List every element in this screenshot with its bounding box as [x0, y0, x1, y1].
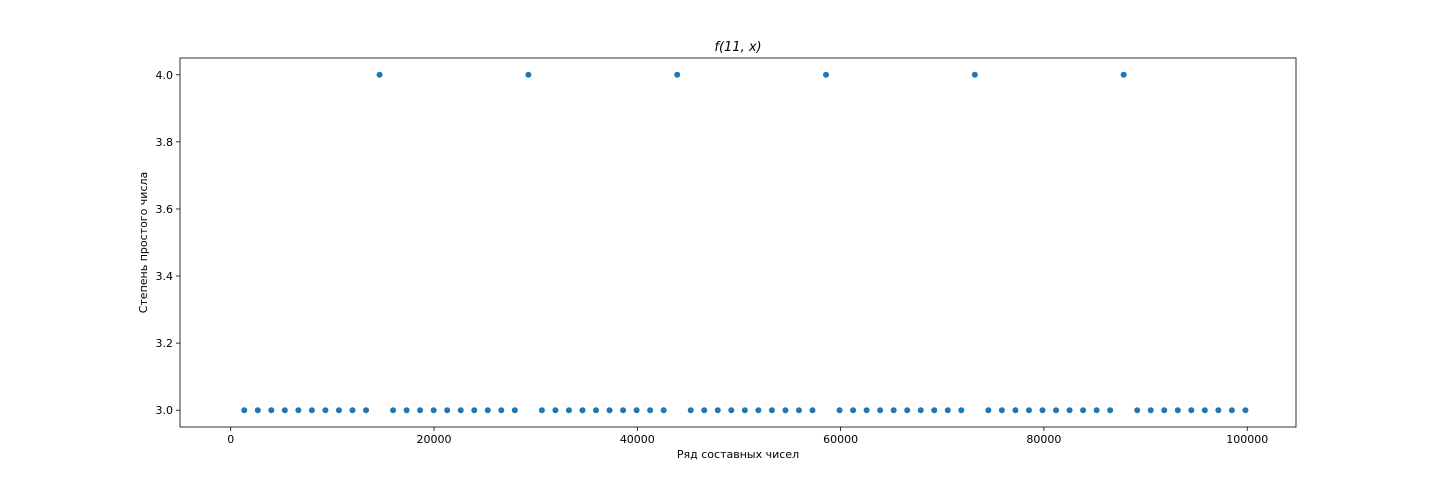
data-point	[403, 407, 410, 414]
data-point	[565, 407, 572, 414]
data-point	[795, 407, 802, 414]
data-point	[809, 407, 816, 414]
data-point	[444, 407, 451, 414]
data-point	[647, 407, 654, 414]
data-point	[1107, 407, 1114, 414]
data-point	[1215, 407, 1222, 414]
data-point	[498, 407, 505, 414]
data-point	[390, 407, 397, 414]
data-point	[281, 407, 288, 414]
axis-ticks: 0 20000 40000 60000 80000 100000 3.0 3.2 3.4 3.6 3…	[156, 69, 1269, 446]
x-tick-label: 0	[227, 433, 234, 446]
data-point	[701, 407, 708, 414]
data-point	[525, 71, 532, 78]
data-point	[877, 407, 884, 414]
data-point	[1039, 407, 1046, 414]
data-point	[1147, 407, 1154, 414]
data-point	[931, 407, 938, 414]
data-point	[268, 407, 275, 414]
data-point	[998, 407, 1005, 414]
data-point	[1066, 407, 1073, 414]
data-point	[755, 407, 762, 414]
x-axis-label: Ряд составных чисел	[677, 448, 799, 461]
data-point	[1174, 407, 1181, 414]
data-point	[836, 407, 843, 414]
data-point	[457, 407, 464, 414]
data-point	[430, 407, 437, 414]
data-point	[620, 407, 627, 414]
data-point	[349, 407, 356, 414]
data-point	[1120, 71, 1127, 78]
data-point	[944, 407, 951, 414]
data-point	[335, 407, 342, 414]
x-tick-label: 20000	[417, 433, 452, 446]
y-tick-label: 3.0	[156, 404, 174, 417]
data-point	[579, 407, 586, 414]
data-point	[904, 407, 911, 414]
data-point	[484, 407, 491, 414]
data-point	[714, 407, 721, 414]
y-axis-label: Степень простого числа	[137, 172, 150, 314]
data-point	[1134, 407, 1141, 414]
plot-frame	[179, 57, 1297, 428]
data-point	[322, 407, 329, 414]
data-point	[917, 407, 924, 414]
data-point	[1201, 407, 1208, 414]
data-point	[1161, 407, 1168, 414]
data-point	[985, 407, 992, 414]
data-point	[606, 407, 613, 414]
data-point	[958, 407, 965, 414]
data-point	[363, 407, 370, 414]
data-point	[1025, 407, 1032, 414]
data-point	[674, 71, 681, 78]
data-point	[308, 407, 315, 414]
data-point	[890, 407, 897, 414]
y-tick-label: 3.6	[156, 203, 174, 216]
data-point	[768, 407, 775, 414]
data-point	[687, 407, 694, 414]
data-point	[1053, 407, 1060, 414]
data-point	[241, 407, 248, 414]
y-tick-label: 3.4	[156, 270, 174, 283]
data-point	[782, 407, 789, 414]
x-tick-label: 40000	[620, 433, 655, 446]
chart-title-text: f(11, x)	[714, 40, 761, 55]
data-point	[1242, 407, 1249, 414]
data-point	[1012, 407, 1019, 414]
data-point	[741, 407, 748, 414]
x-tick-label: 60000	[823, 433, 858, 446]
x-tick-label: 80000	[1026, 433, 1061, 446]
data-points	[241, 71, 1249, 414]
y-tick-label: 4.0	[156, 69, 174, 82]
data-point	[850, 407, 857, 414]
chart-title: f(11, x)	[714, 40, 761, 55]
data-point	[511, 407, 518, 414]
data-point	[593, 407, 600, 414]
data-point	[971, 71, 978, 78]
data-point	[376, 71, 383, 78]
y-tick-label: 3.8	[156, 136, 174, 149]
data-point	[1188, 407, 1195, 414]
data-point	[295, 407, 302, 414]
y-tick-label: 3.2	[156, 337, 174, 350]
data-point	[538, 407, 545, 414]
data-point	[471, 407, 478, 414]
data-point	[1228, 407, 1235, 414]
data-point	[1080, 407, 1087, 414]
data-point	[728, 407, 735, 414]
data-point	[552, 407, 559, 414]
data-point	[660, 407, 667, 414]
data-point	[823, 71, 830, 78]
data-point	[863, 407, 870, 414]
x-tick-label: 100000	[1226, 433, 1268, 446]
data-point	[417, 407, 424, 414]
data-point	[1093, 407, 1100, 414]
data-point	[254, 407, 261, 414]
data-point	[633, 407, 640, 414]
